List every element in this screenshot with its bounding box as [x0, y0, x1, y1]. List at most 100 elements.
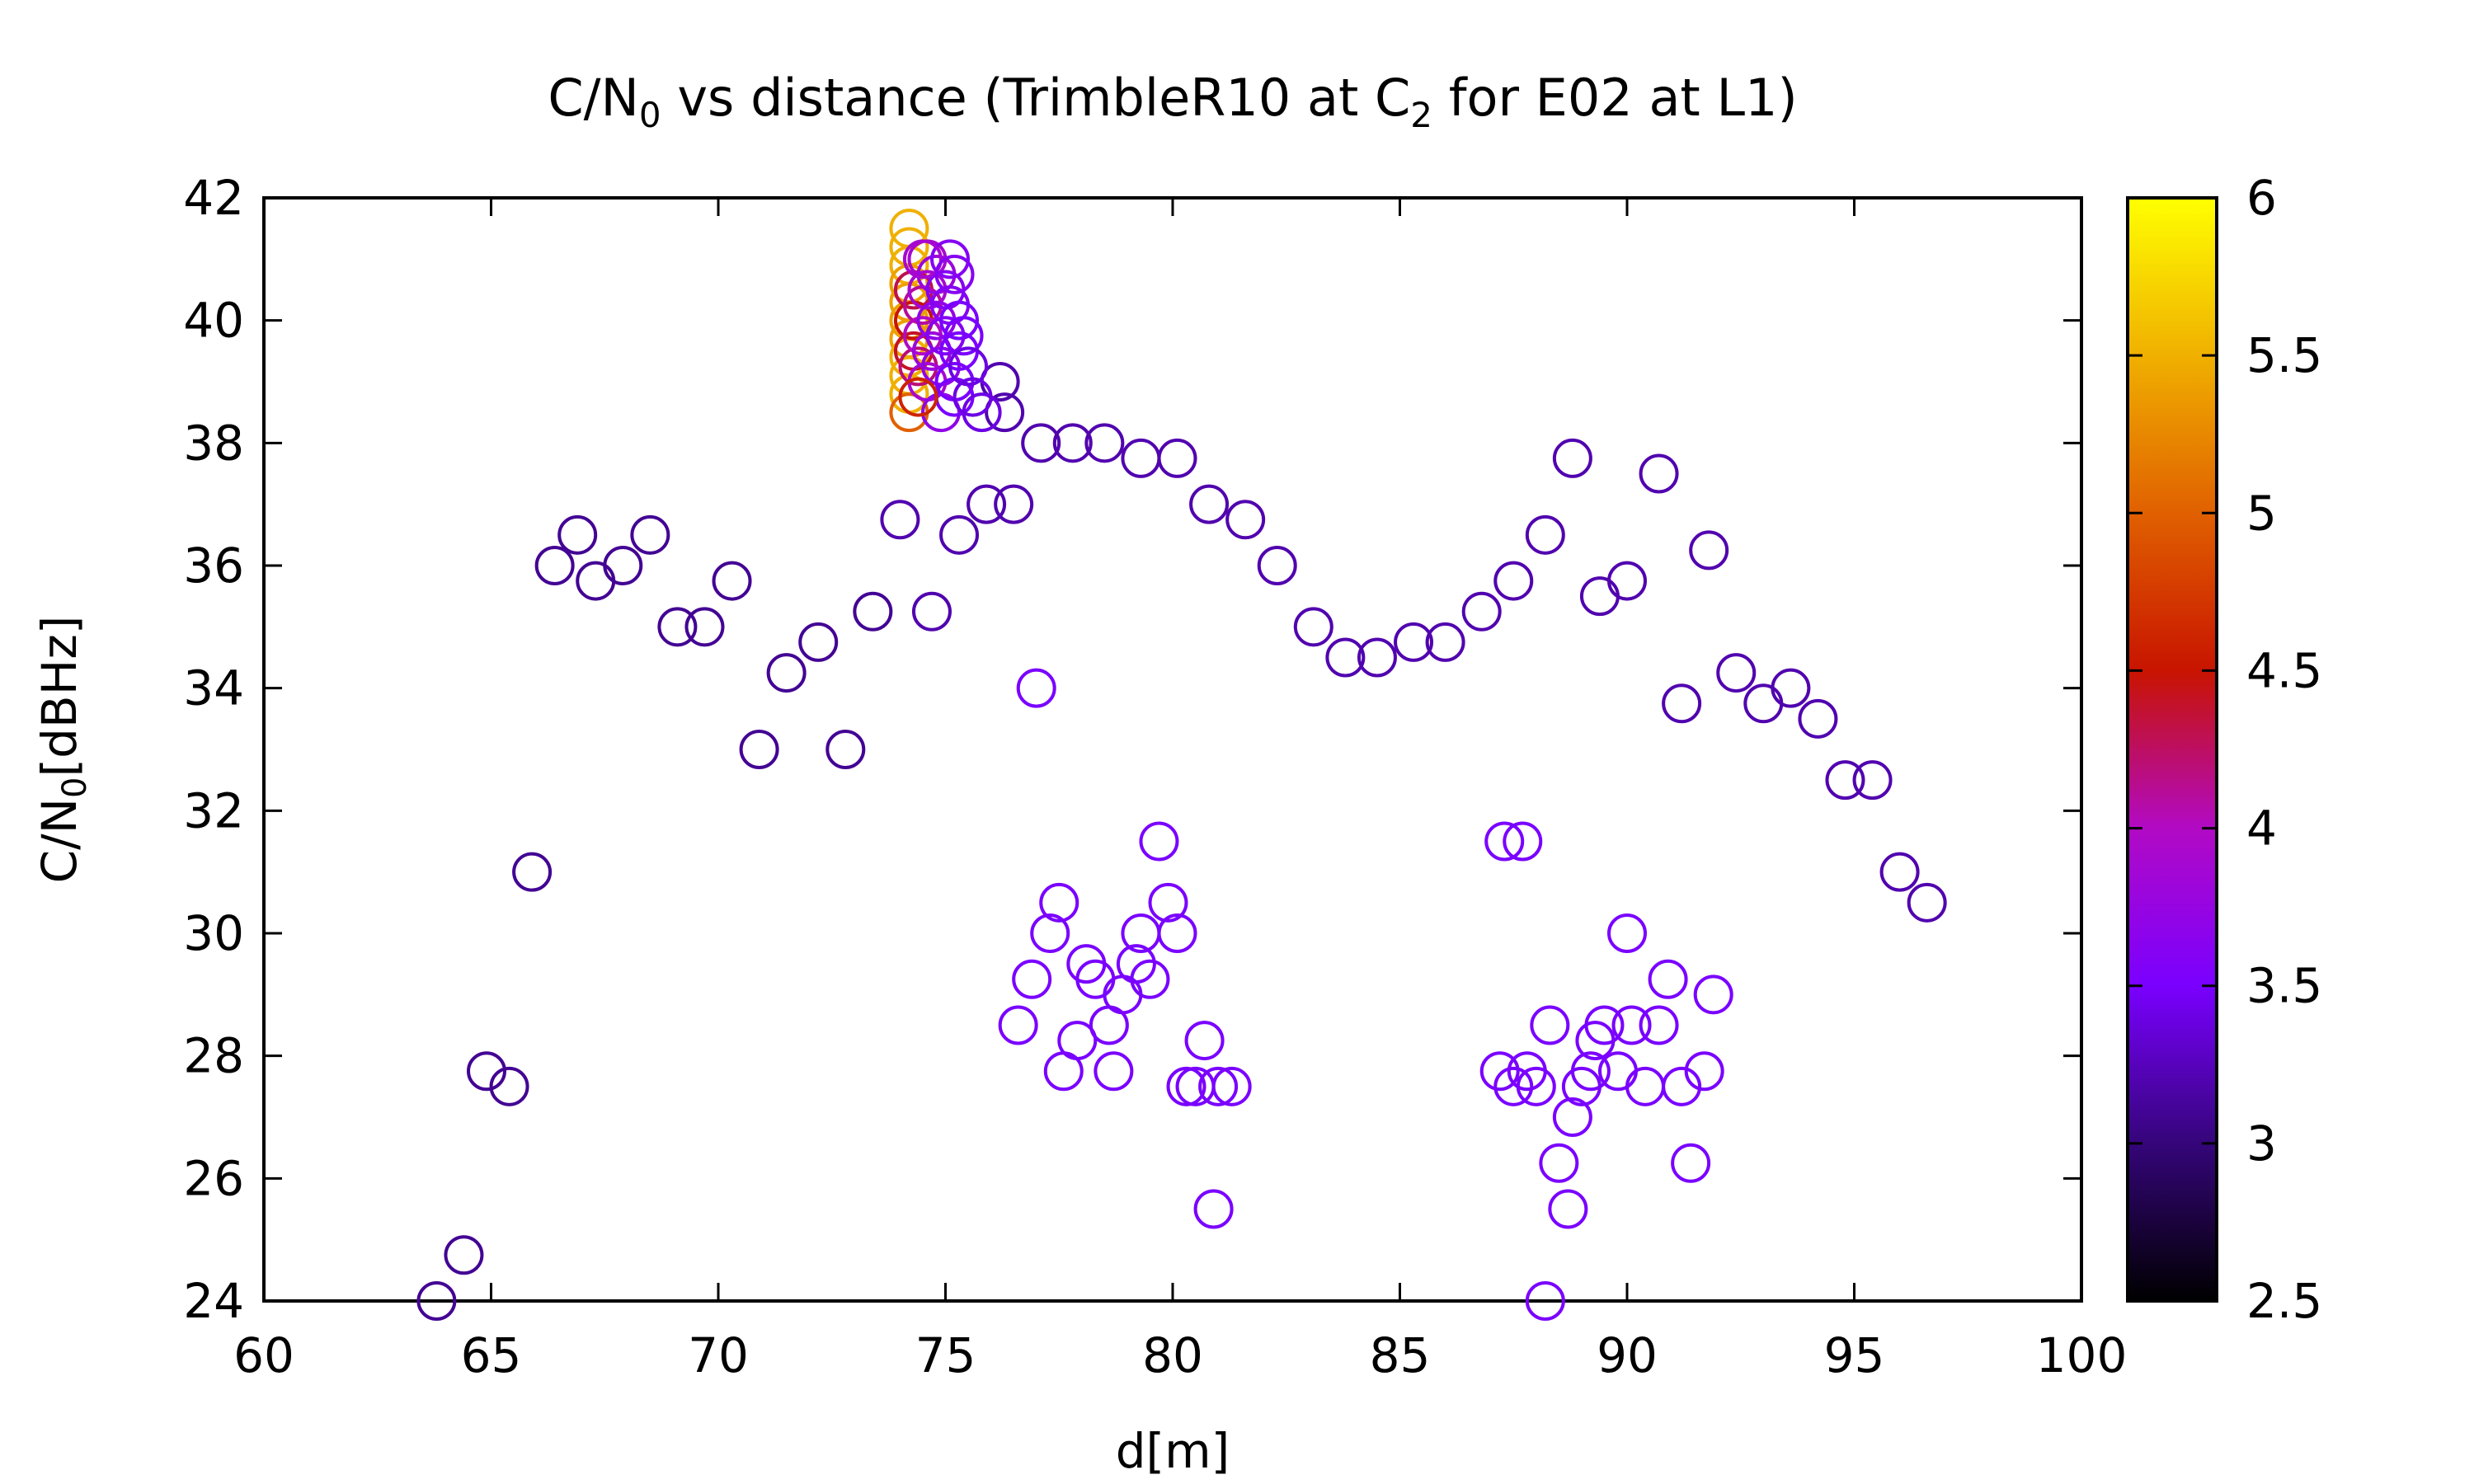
- data-point: [939, 514, 980, 555]
- data-point: [985, 392, 1025, 433]
- colorbar: [2126, 196, 2218, 1303]
- data-point: [712, 561, 752, 601]
- colorbar-tick-label: 4.5: [2246, 642, 2322, 698]
- data-point: [1607, 561, 1647, 601]
- data-point: [1043, 1051, 1084, 1092]
- x-tick-label: 75: [915, 1327, 976, 1383]
- data-point: [994, 484, 1034, 524]
- data-point: [925, 316, 966, 356]
- data-point: [1584, 1005, 1625, 1045]
- data-point: [1394, 622, 1434, 662]
- data-point: [1552, 438, 1592, 478]
- data-point: [1157, 438, 1197, 478]
- data-point: [1012, 959, 1052, 999]
- data-point: [1166, 1066, 1206, 1106]
- data-point: [998, 1005, 1038, 1045]
- data-point: [1094, 1051, 1134, 1092]
- data-point: [1548, 1189, 1588, 1229]
- data-point: [1825, 760, 1865, 801]
- data-points: [416, 209, 1947, 1321]
- data-point: [1852, 760, 1893, 801]
- y-tick-label: 32: [183, 782, 244, 838]
- x-tick-label: 80: [1142, 1327, 1203, 1383]
- data-point: [1493, 561, 1534, 601]
- colorbar-tick-label: 2.5: [2246, 1273, 2322, 1329]
- y-axis-label: C/N0[dBHz]: [31, 616, 94, 884]
- data-point: [444, 1235, 484, 1275]
- data-point: [1798, 698, 1838, 739]
- data-point: [1662, 683, 1702, 724]
- x-tick-label: 90: [1597, 1327, 1658, 1383]
- data-point: [1198, 1066, 1239, 1106]
- data-point: [1684, 1051, 1724, 1092]
- data-point: [1484, 821, 1525, 862]
- data-point: [825, 730, 866, 769]
- data-point: [1257, 546, 1297, 585]
- data-point: [1425, 622, 1465, 662]
- data-point: [1639, 1005, 1679, 1045]
- data-point: [934, 254, 975, 294]
- y-tick-label: 24: [183, 1273, 244, 1329]
- data-point: [1130, 959, 1170, 999]
- data-point: [1116, 944, 1156, 984]
- colorbar-tick-label: 6: [2246, 170, 2277, 226]
- x-tick-label: 70: [688, 1327, 749, 1383]
- data-point: [1461, 591, 1502, 632]
- data-point: [489, 1066, 529, 1106]
- data-point: [766, 653, 807, 693]
- data-point: [466, 1051, 506, 1092]
- data-point: [1552, 1097, 1592, 1137]
- colorbar-tick-label: 3.5: [2246, 958, 2322, 1014]
- y-tick-label: 42: [183, 170, 244, 226]
- data-point: [1503, 821, 1543, 862]
- data-point: [943, 316, 984, 356]
- axis-ticks: 60 65 70 75 80 85 90 95 100 24 26 28 30 32 34 36 38 40 42: [183, 170, 2127, 1383]
- y-tick-label: 36: [183, 538, 244, 594]
- colorbar-ticks: 2.5 3 3.5 4 4.5 5 5.5 6: [2128, 170, 2322, 1329]
- data-point: [1225, 500, 1266, 540]
- data-point: [657, 607, 698, 647]
- data-point: [1639, 453, 1679, 494]
- data-point: [911, 591, 952, 632]
- data-point: [898, 377, 938, 417]
- data-point: [1016, 668, 1056, 708]
- data-point: [1157, 913, 1197, 953]
- data-point: [603, 546, 643, 585]
- data-point: [1743, 683, 1784, 724]
- y-tick-label: 34: [183, 660, 244, 716]
- data-point: [1597, 1051, 1638, 1092]
- colorbar-tick-label: 4: [2246, 801, 2277, 857]
- plot-frame: [262, 196, 2083, 1303]
- data-point: [1121, 438, 1161, 478]
- data-point: [1579, 576, 1620, 617]
- data-point: [630, 514, 670, 555]
- data-point: [798, 622, 839, 662]
- data-point: [1662, 1066, 1702, 1106]
- data-point: [1907, 882, 1947, 923]
- data-point: [1771, 668, 1811, 708]
- data-point: [557, 514, 598, 555]
- data-point: [1175, 1066, 1216, 1106]
- x-tick-label: 65: [461, 1327, 522, 1383]
- data-point: [948, 346, 989, 387]
- data-point: [1516, 1066, 1556, 1106]
- data-point: [1039, 882, 1079, 923]
- data-point: [1693, 974, 1733, 1015]
- data-point: [902, 239, 943, 279]
- data-point: [739, 730, 779, 769]
- data-point: [967, 484, 1007, 524]
- y-tick-label: 26: [183, 1150, 244, 1206]
- data-point: [1570, 1051, 1611, 1092]
- data-point: [1879, 852, 1920, 892]
- data-point: [1193, 1189, 1234, 1229]
- data-point: [1211, 1066, 1252, 1106]
- data-point: [1525, 1281, 1565, 1321]
- data-point: [684, 607, 725, 647]
- data-point: [1084, 423, 1125, 463]
- data-point: [1530, 1005, 1570, 1045]
- data-point: [1139, 821, 1179, 862]
- data-point: [1539, 1143, 1579, 1183]
- colorbar-tick-label: 5: [2246, 485, 2277, 541]
- y-tick-label: 28: [183, 1028, 244, 1084]
- colorbar-tick-label: 5.5: [2246, 327, 2322, 383]
